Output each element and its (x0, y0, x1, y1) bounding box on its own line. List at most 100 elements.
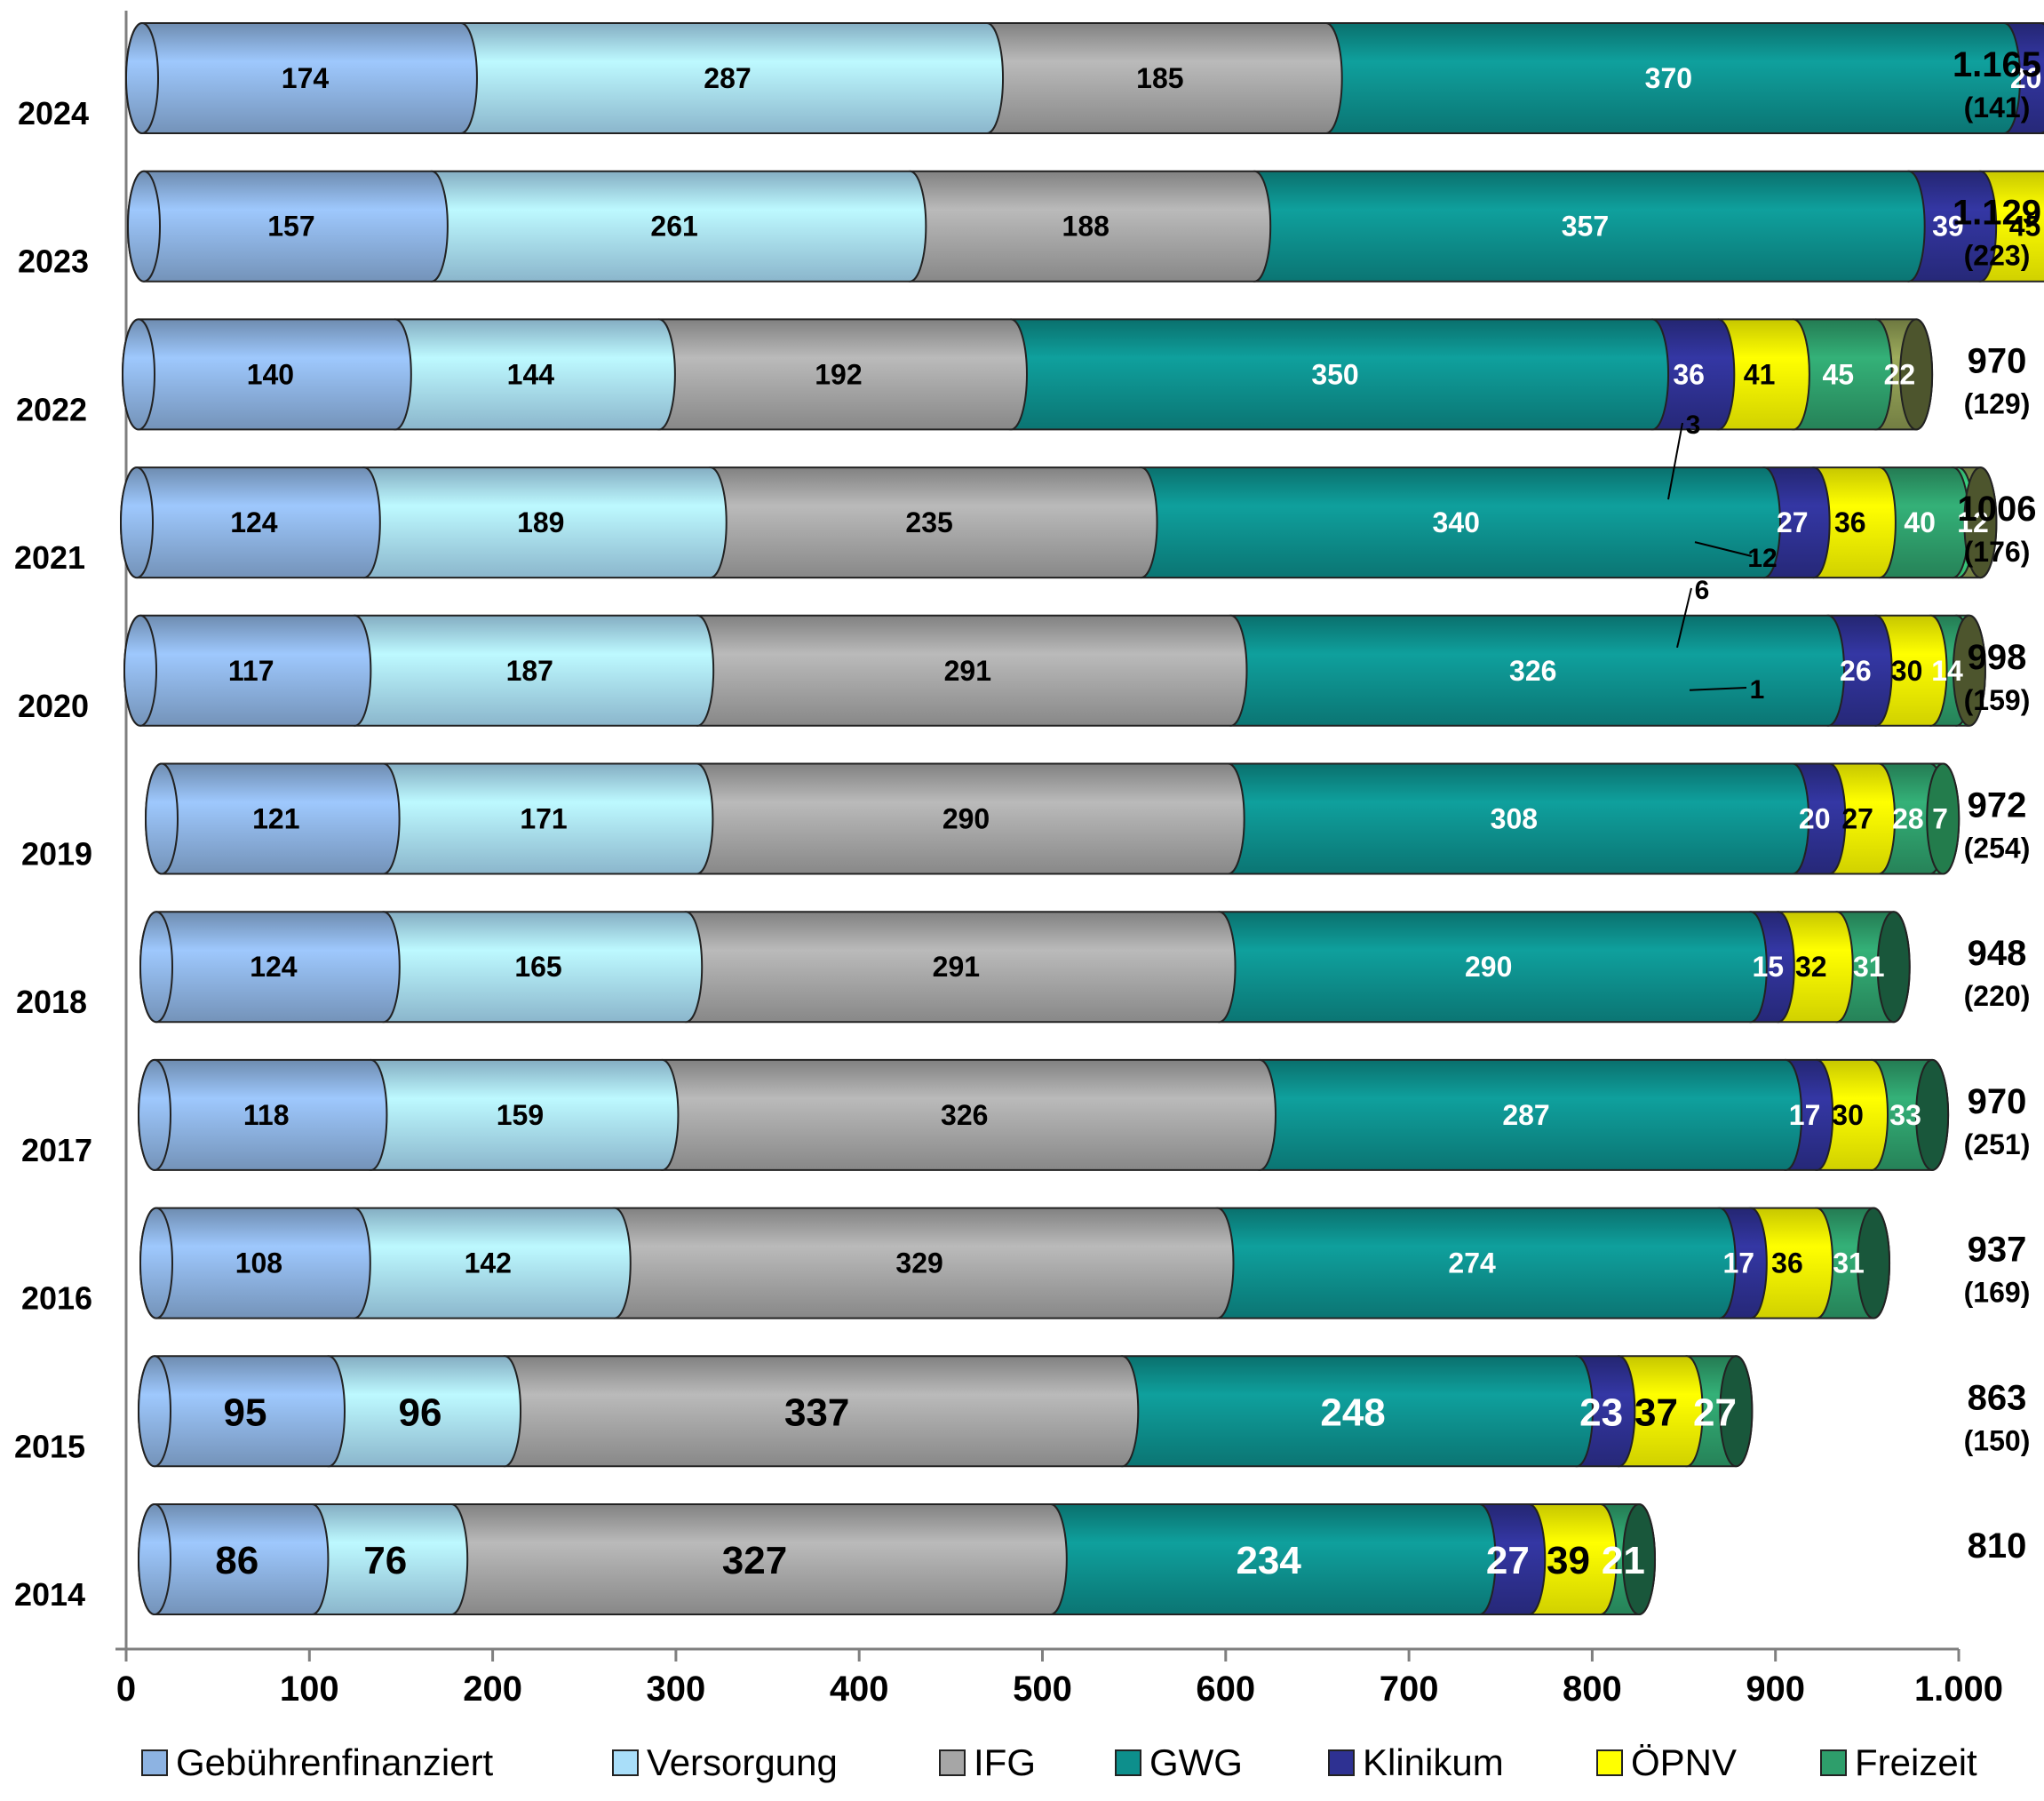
subtotal-label: (141) (1964, 92, 2031, 124)
bar-value-label: 33 (1889, 1099, 1921, 1131)
subtotal-label: (254) (1964, 833, 2031, 865)
bar-value-label: 15 (1752, 951, 1784, 983)
bar-value-label: 37 (1634, 1391, 1678, 1434)
bar-value-label: 27 (1486, 1539, 1530, 1582)
subtotal-label: (129) (1964, 387, 2031, 419)
bar-value-label: 142 (465, 1247, 512, 1279)
bar-value-label: 17 (1722, 1247, 1754, 1279)
category-label: 2015 (14, 1428, 85, 1464)
x-tick-label: 300 (647, 1670, 706, 1709)
subtotal-label: (220) (1964, 980, 2031, 1012)
category-label: 2022 (16, 391, 87, 427)
x-tick-label: 400 (830, 1670, 889, 1709)
bar-value-label: 337 (784, 1391, 849, 1434)
bar-end-cap (1622, 1503, 1657, 1615)
bar-value-label: 27 (1693, 1391, 1737, 1434)
bar-value-label: 308 (1491, 803, 1538, 835)
bar-value-label: 121 (252, 803, 299, 835)
bar-value-label: 290 (1465, 951, 1512, 983)
bar-value-label: 118 (243, 1099, 290, 1131)
legend-swatch (141, 1749, 168, 1776)
legend-swatch (1820, 1749, 1847, 1776)
bar-value-label: 157 (267, 211, 314, 243)
bar-cap (138, 1058, 171, 1171)
legend-swatch (1596, 1749, 1623, 1776)
bar-value-label: 95 (224, 1391, 267, 1434)
subtotal-label: (223) (1964, 240, 2031, 272)
legend-label: Klinikum (1363, 1741, 1504, 1783)
bar-value-label: 187 (506, 655, 553, 687)
bar-value-label: 30 (1832, 1099, 1864, 1131)
x-tick-label: 800 (1563, 1670, 1622, 1709)
legend-swatch (612, 1749, 639, 1776)
legend-swatch (1115, 1749, 1141, 1776)
category-label: 2023 (18, 243, 89, 280)
bar-value-label: 21 (1602, 1539, 1645, 1582)
bar-value-label: 357 (1562, 211, 1609, 243)
category-label: 2021 (14, 539, 85, 576)
callout-label: 1 (1750, 675, 1765, 705)
bar-value-label: 20 (1799, 803, 1831, 835)
bar-cap (145, 762, 179, 875)
bar-value-label: 17 (1789, 1099, 1821, 1131)
bar-value-label: 340 (1433, 506, 1480, 538)
bar-cap (120, 466, 154, 579)
bar-value-label: 248 (1320, 1391, 1385, 1434)
bar-cap (138, 1503, 171, 1615)
callout-line (1667, 422, 1683, 500)
bar-value-label: 45 (1823, 358, 1855, 390)
bar-value-label: 291 (933, 951, 980, 983)
bar-value-label: 14 (1931, 655, 1963, 687)
legend-label: IFG (974, 1741, 1036, 1783)
bar-value-label: 31 (1833, 1247, 1865, 1279)
bar-value-label: 26 (1840, 655, 1872, 687)
category-label: 2014 (14, 1576, 85, 1613)
callout-label: 6 (1695, 576, 1710, 605)
bar-value-label: 117 (228, 655, 274, 687)
bar-value-label: 20 (2010, 62, 2042, 94)
bar-end-cap (1963, 466, 1998, 579)
bar-value-label: 291 (944, 655, 991, 687)
bar-value-label: 189 (517, 506, 564, 538)
bar-cap (127, 170, 161, 283)
bar-value-label: 40 (1904, 506, 1936, 538)
total-label: 972 (1968, 786, 2027, 825)
bar-value-label: 32 (1795, 951, 1827, 983)
total-label: 970 (1968, 341, 2027, 380)
x-tick-label: 0 (116, 1670, 136, 1709)
callout-line (1689, 687, 1747, 691)
bar-value-label: 27 (1841, 803, 1873, 835)
bar-cap (139, 1207, 173, 1319)
bar-value-label: 7 (1932, 803, 1948, 835)
category-label: 2017 (21, 1132, 92, 1168)
bar-value-label: 108 (235, 1247, 282, 1279)
x-tick-label: 600 (1196, 1670, 1255, 1709)
callout-line (1676, 587, 1692, 649)
bar-value-label: 28 (1892, 803, 1924, 835)
bar-value-label: 30 (1891, 655, 1923, 687)
bar-value-label: 144 (507, 358, 555, 390)
bar-value-label: 326 (941, 1099, 988, 1131)
bar-value-label: 287 (1502, 1099, 1549, 1131)
bar-value-label: 235 (905, 506, 952, 538)
bar-value-label: 370 (1645, 62, 1692, 94)
legend-swatch (1328, 1749, 1355, 1776)
total-label: 970 (1968, 1082, 2027, 1121)
bar-value-label: 140 (247, 358, 294, 390)
x-tick-label: 100 (280, 1670, 339, 1709)
subtotal-label: (150) (1964, 1424, 2031, 1456)
total-label: 1006 (1958, 490, 2037, 529)
bar-value-label: 159 (497, 1099, 544, 1131)
bar-cap (125, 22, 159, 134)
bar-cap (138, 1355, 171, 1468)
bar-cap (123, 614, 157, 727)
bar-value-label: 86 (215, 1539, 258, 1582)
bar-value-label: 31 (1853, 951, 1885, 983)
bar-value-label: 12 (1957, 506, 1989, 538)
subtotal-label: (176) (1964, 536, 2031, 568)
bar-value-label: 36 (1834, 506, 1866, 538)
bar-value-label: 287 (704, 62, 751, 94)
x-tick-label: 1.000 (1914, 1670, 2003, 1709)
